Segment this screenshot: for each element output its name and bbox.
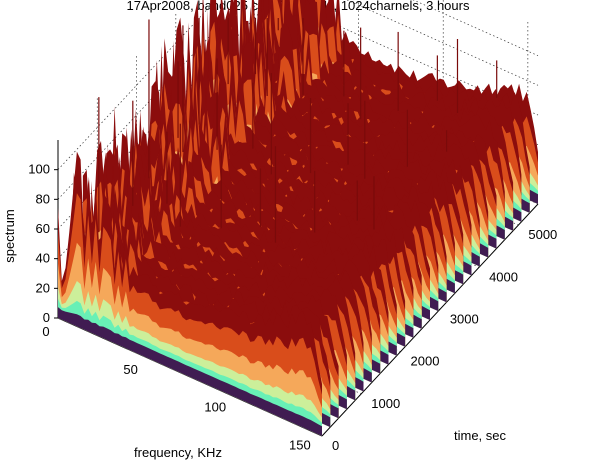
y-axis-label: time, sec — [454, 428, 507, 443]
grid-line — [57, 0, 217, 170]
z-tick-label: 0 — [43, 310, 50, 325]
x-axis-label: frequency, KHz — [134, 445, 222, 460]
x-tick-label: 0 — [42, 324, 49, 339]
z-tick-label: 40 — [36, 251, 50, 266]
z-tick-label: 80 — [36, 191, 50, 206]
y-tick-label: 4000 — [489, 269, 518, 284]
z-tick-label: 60 — [36, 221, 50, 236]
surface-band — [58, 307, 322, 436]
y-tick-label: 2000 — [411, 354, 440, 369]
y-tick-label: 3000 — [450, 311, 479, 326]
grid-line — [57, 0, 245, 200]
y-tick-label: 5000 — [528, 227, 557, 242]
spectrum-surface — [58, 0, 538, 436]
grid-line — [346, 0, 539, 86]
y-tick-label: 1000 — [371, 396, 400, 411]
z-tick-label: 20 — [36, 280, 50, 295]
x-tick-label: 50 — [123, 362, 137, 377]
y-tick-label: 0 — [332, 438, 339, 453]
z-tick-label: 100 — [28, 162, 50, 177]
grid-line — [412, 0, 539, 56]
z-axis-label: spectrum — [2, 209, 17, 262]
x-tick-label: 100 — [204, 400, 226, 415]
x-tick-label: 150 — [289, 437, 311, 452]
